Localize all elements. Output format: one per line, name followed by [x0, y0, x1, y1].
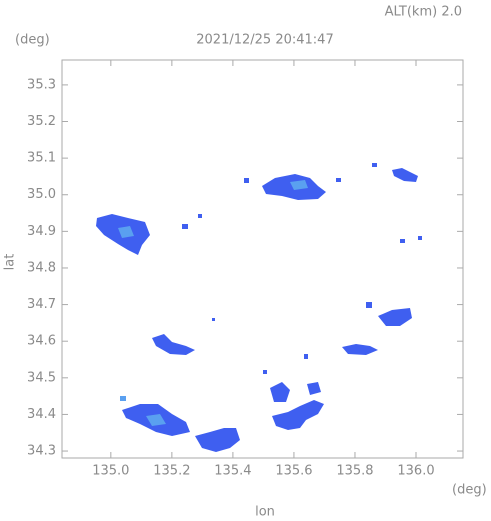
y-tick-label: 35.3 [27, 77, 56, 92]
chart-title: 2021/12/25 20:41:47 [196, 33, 333, 48]
x-tick-label: 136.0 [397, 464, 434, 479]
radar-echoes [96, 163, 422, 452]
y-tick-label: 34.8 [27, 260, 56, 275]
x-tick-label: 135.8 [336, 464, 373, 479]
x-tick-label: 135.4 [214, 464, 251, 479]
y-tick-label: 35.1 [27, 151, 56, 166]
y-tick-label: 34.4 [27, 407, 56, 422]
x-tick-label: 135.2 [153, 464, 190, 479]
y-label: lat [3, 254, 18, 271]
plot-frame [61, 59, 464, 459]
y-tick-label: 34.9 [27, 224, 56, 239]
y-tick-label: 35.2 [27, 114, 56, 129]
x-label: lon [255, 505, 275, 520]
y-tick-label: 34.6 [27, 334, 56, 349]
x-tick-label: 135.6 [275, 464, 312, 479]
y-tick-label: 34.7 [27, 297, 56, 312]
y-unit: (deg) [15, 33, 50, 48]
altitude-label: ALT(km) 2.0 [385, 5, 462, 20]
y-tick-label: 34.5 [27, 370, 56, 385]
y-tick-label: 34.3 [27, 444, 56, 459]
y-tick-label: 35.0 [27, 187, 56, 202]
x-tick-label: 135.0 [92, 464, 129, 479]
x-unit: (deg) [452, 483, 487, 498]
